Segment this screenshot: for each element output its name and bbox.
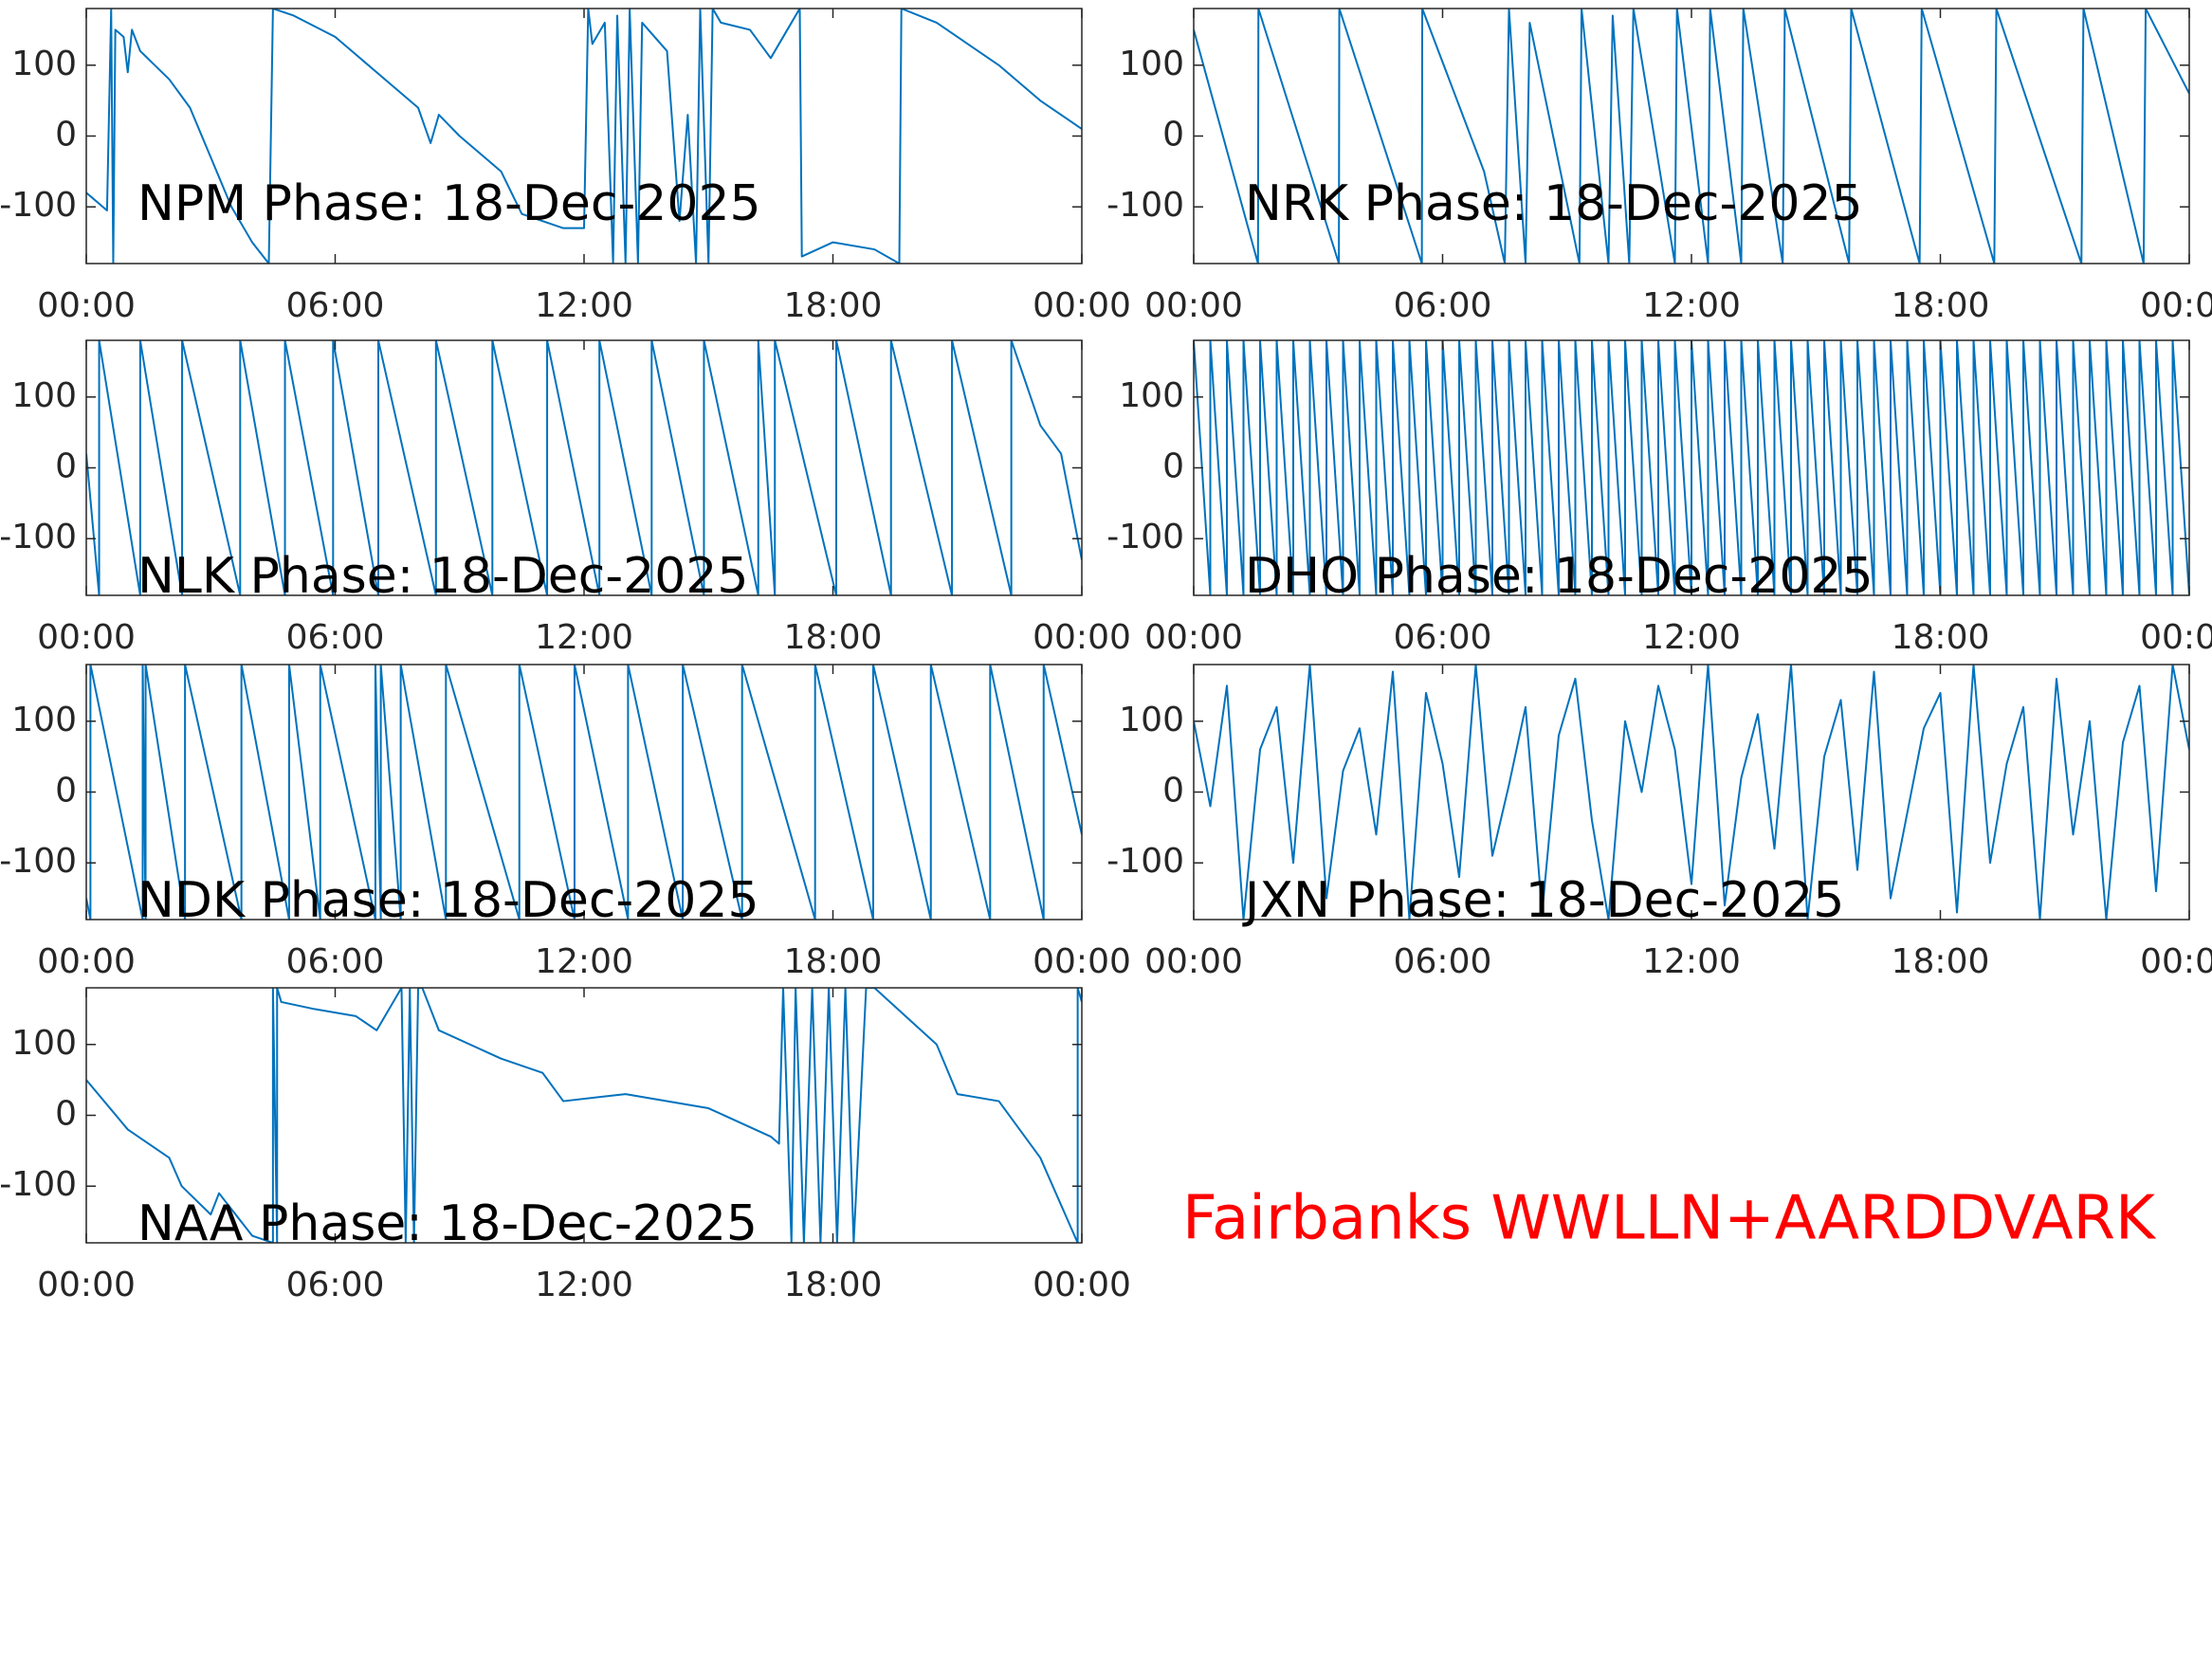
x-tick-label: 12:00 [535,1266,633,1304]
y-tick-label: 100 [11,45,77,83]
x-tick-label: 12:00 [535,286,633,325]
y-tick-label: 100 [11,701,77,739]
x-tick-label: 00:00 [1033,1266,1131,1304]
x-tick-label: 00:00 [37,286,136,325]
x-tick-label: 00:00 [37,942,136,981]
data-line [86,9,1082,264]
y-tick-label: 0 [55,1095,77,1134]
x-tick-label: 18:00 [1892,286,1990,325]
plot-area [86,340,1082,595]
x-tick-label: 18:00 [784,1266,883,1304]
x-tick-label: 06:00 [286,942,385,981]
annotation: Fairbanks WWLLN+AARDDVARK [1182,1184,2157,1254]
data-line [86,988,1082,1243]
y-tick-label: -100 [0,186,77,225]
chart-title: NLK Phase: 18-Dec-2025 [137,548,748,605]
x-tick-label: 12:00 [535,942,633,981]
x-tick-label: 00:00 [2140,942,2212,981]
y-tick-label: 100 [1119,45,1184,83]
x-tick-label: 00:00 [2140,618,2212,657]
data-line [1194,665,2189,920]
y-tick-label: 0 [1162,116,1184,155]
x-tick-label: 06:00 [1394,618,1492,657]
x-tick-label: 00:00 [37,618,136,657]
x-tick-label: 00:00 [37,1266,136,1304]
chart-title: NAA Phase: 18-Dec-2025 [137,1195,758,1252]
y-tick-label: -100 [1106,518,1184,556]
y-tick-label: 100 [1119,701,1184,739]
data-line [1194,340,2189,595]
x-tick-label: 00:00 [1144,942,1243,981]
y-tick-label: 100 [1119,376,1184,415]
chart-title: JXN Phase: 18-Dec-2025 [1242,872,1844,929]
y-tick-label: 0 [55,772,77,811]
x-tick-label: 18:00 [784,618,883,657]
data-line [86,665,1082,920]
chart-title: DHO Phase: 18-Dec-2025 [1245,548,1874,605]
y-tick-label: -100 [1106,842,1184,881]
x-tick-label: 00:00 [1033,286,1131,325]
x-tick-label: 00:00 [1033,942,1131,981]
x-tick-label: 18:00 [784,286,883,325]
x-tick-label: 06:00 [286,618,385,657]
y-tick-label: 0 [1162,447,1184,486]
x-tick-label: 00:00 [1144,618,1243,657]
x-tick-label: 12:00 [535,618,633,657]
x-tick-label: 12:00 [1642,618,1741,657]
x-tick-label: 00:00 [1033,618,1131,657]
y-tick-label: 0 [55,447,77,486]
x-tick-label: 06:00 [286,286,385,325]
plot-area [86,988,1082,1243]
y-tick-label: -100 [0,842,77,881]
x-tick-label: 18:00 [784,942,883,981]
data-line [86,340,1082,595]
x-tick-label: 06:00 [1394,286,1492,325]
y-tick-label: 100 [11,1024,77,1063]
chart-title: NPM Phase: 18-Dec-2025 [137,175,761,232]
x-tick-label: 12:00 [1642,286,1741,325]
x-tick-label: 12:00 [1642,942,1741,981]
chart-title: NRK Phase: 18-Dec-2025 [1245,175,1863,232]
y-tick-label: -100 [1106,186,1184,225]
chart-title: NDK Phase: 18-Dec-2025 [137,872,759,929]
plot-area [1194,9,2189,264]
y-tick-label: -100 [0,1165,77,1204]
x-tick-label: 00:00 [1144,286,1243,325]
x-tick-label: 18:00 [1892,618,1990,657]
x-tick-label: 06:00 [286,1266,385,1304]
x-tick-label: 06:00 [1394,942,1492,981]
y-tick-label: 0 [1162,772,1184,811]
x-tick-label: 00:00 [2140,286,2212,325]
x-tick-label: 18:00 [1892,942,1990,981]
y-tick-label: 100 [11,376,77,415]
y-tick-label: -100 [0,518,77,556]
y-tick-label: 0 [55,116,77,155]
